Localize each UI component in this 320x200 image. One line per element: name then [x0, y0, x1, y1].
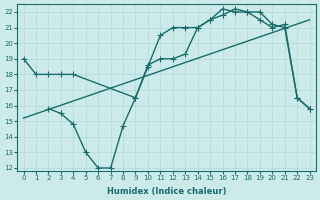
X-axis label: Humidex (Indice chaleur): Humidex (Indice chaleur): [107, 187, 226, 196]
